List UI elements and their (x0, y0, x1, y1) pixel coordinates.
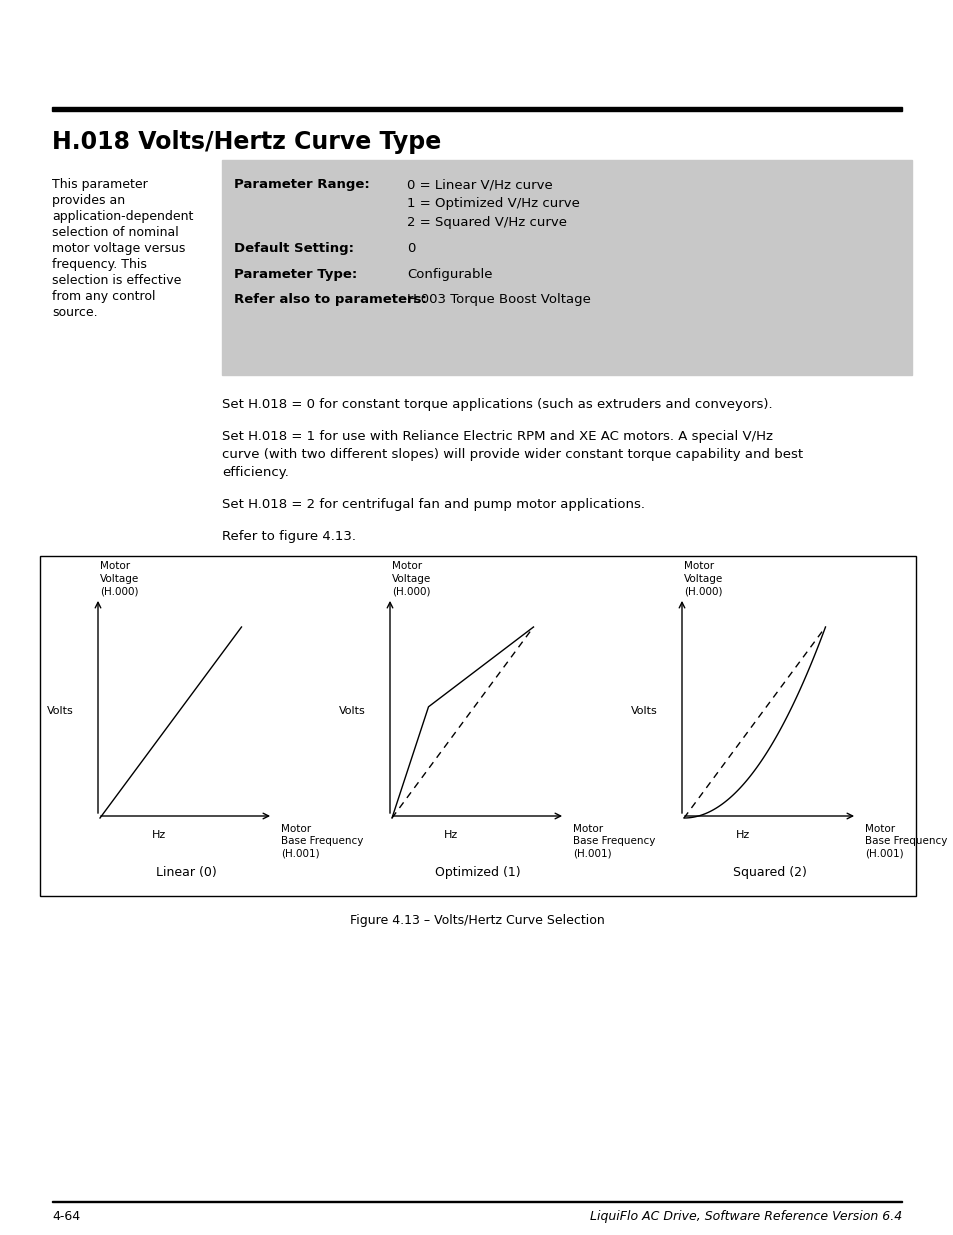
Text: Set H.018 = 1 for use with Reliance Electric RPM and XE AC motors. A special V/H: Set H.018 = 1 for use with Reliance Elec… (222, 430, 772, 443)
Text: Motor
Base Frequency
(H.001): Motor Base Frequency (H.001) (573, 824, 655, 858)
Text: Linear (0): Linear (0) (155, 866, 216, 879)
Text: Set H.018 = 2 for centrifugal fan and pump motor applications.: Set H.018 = 2 for centrifugal fan and pu… (222, 498, 644, 511)
Text: Motor
Voltage
(H.000): Motor Voltage (H.000) (392, 561, 431, 597)
Text: 1 = Optimized V/Hz curve: 1 = Optimized V/Hz curve (407, 198, 579, 210)
Text: selection of nominal: selection of nominal (52, 226, 178, 240)
Text: Parameter Type:: Parameter Type: (233, 268, 356, 282)
Bar (40, 556, 915, 897)
Text: Hz: Hz (736, 830, 750, 840)
Text: Hz: Hz (152, 830, 166, 840)
Text: H.003 Torque Boost Voltage: H.003 Torque Boost Voltage (407, 293, 590, 306)
Text: Parameter Range:: Parameter Range: (233, 178, 370, 191)
Bar (52, 1200, 901, 1202)
Text: Motor
Base Frequency
(H.001): Motor Base Frequency (H.001) (864, 824, 946, 858)
Bar (222, 161, 911, 375)
Text: application-dependent: application-dependent (52, 210, 193, 224)
Text: selection is effective: selection is effective (52, 274, 181, 287)
Text: Refer also to parameters:: Refer also to parameters: (233, 293, 426, 306)
Text: source.: source. (52, 306, 97, 319)
Text: 2 = Squared V/Hz curve: 2 = Squared V/Hz curve (407, 216, 566, 228)
Text: Optimized (1): Optimized (1) (435, 866, 520, 879)
Text: 0 = Linear V/Hz curve: 0 = Linear V/Hz curve (407, 178, 552, 191)
Text: Set H.018 = 0 for constant torque applications (such as extruders and conveyors): Set H.018 = 0 for constant torque applic… (222, 398, 772, 411)
Text: This parameter: This parameter (52, 178, 148, 191)
Text: Hz: Hz (444, 830, 457, 840)
Text: Volts: Volts (47, 706, 73, 716)
Text: Refer to figure 4.13.: Refer to figure 4.13. (222, 530, 355, 543)
Text: efficiency.: efficiency. (222, 466, 289, 479)
Text: Volts: Volts (630, 706, 657, 716)
Text: 4-64: 4-64 (52, 1210, 80, 1223)
Text: Figure 4.13 – Volts/Hertz Curve Selection: Figure 4.13 – Volts/Hertz Curve Selectio… (349, 914, 604, 927)
Text: Squared (2): Squared (2) (732, 866, 806, 879)
Text: frequency. This: frequency. This (52, 258, 147, 270)
Text: H.018 Volts/Hertz Curve Type: H.018 Volts/Hertz Curve Type (52, 130, 441, 154)
Text: Default Setting:: Default Setting: (233, 242, 354, 254)
Bar (52, 107, 901, 111)
Text: provides an: provides an (52, 194, 125, 207)
Text: curve (with two different slopes) will provide wider constant torque capability : curve (with two different slopes) will p… (222, 448, 802, 461)
Text: Motor
Voltage
(H.000): Motor Voltage (H.000) (683, 561, 722, 597)
Text: Motor
Voltage
(H.000): Motor Voltage (H.000) (100, 561, 139, 597)
Text: LiquiFlo AC Drive, Software Reference Version 6.4: LiquiFlo AC Drive, Software Reference Ve… (589, 1210, 901, 1223)
Text: Volts: Volts (338, 706, 365, 716)
Text: motor voltage versus: motor voltage versus (52, 242, 185, 254)
Text: Configurable: Configurable (407, 268, 492, 282)
Text: 0: 0 (407, 242, 415, 254)
Text: from any control: from any control (52, 290, 155, 303)
Text: Motor
Base Frequency
(H.001): Motor Base Frequency (H.001) (281, 824, 363, 858)
